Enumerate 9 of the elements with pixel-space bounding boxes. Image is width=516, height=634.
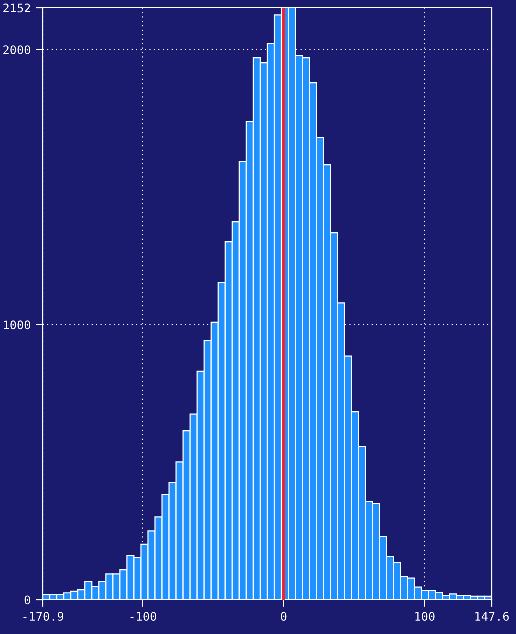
x-tick-label: 147.6 <box>476 612 510 622</box>
y-tick-label: 1000 <box>4 320 30 330</box>
y-tick-label: 0 <box>24 596 30 605</box>
y-tick-label: 2000 <box>4 46 30 54</box>
x-tick-label: -170.9 <box>24 612 64 622</box>
x-tick-label: 0 <box>281 612 287 622</box>
y-tick-label: 2152 <box>4 4 30 13</box>
x-tick-label: 100 <box>416 612 435 622</box>
x-tick-label: -100 <box>130 612 156 622</box>
